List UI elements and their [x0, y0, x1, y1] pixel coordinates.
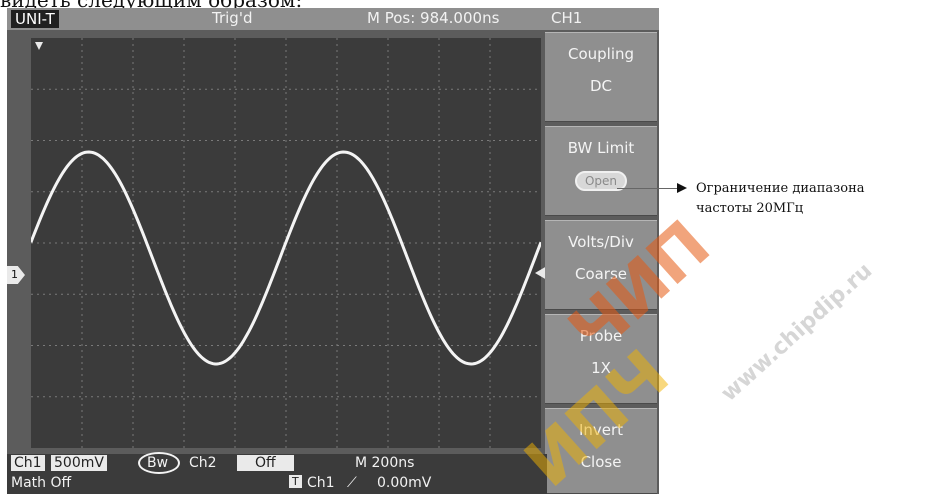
math-state: Math Off	[11, 475, 72, 491]
callout-line-2: частоты 20МГц	[696, 201, 804, 216]
oscilloscope-screen: UNI-T Trig'd M Pos: 984.000ns CH1 1 Coup…	[7, 8, 659, 494]
probe-value: 1X	[591, 359, 611, 377]
invert-title: Invert	[578, 421, 624, 439]
invert-value: Close	[580, 453, 622, 471]
ch1-ground-marker: 1	[7, 266, 25, 284]
volts-div-title: Volts/Div	[568, 233, 634, 251]
bw-limit-button[interactable]: BW Limit Open	[545, 126, 657, 216]
bw-limit-title: BW Limit	[567, 139, 635, 157]
callout-line-1: Ограничение диапазона	[696, 181, 865, 196]
probe-title: Probe	[579, 327, 623, 345]
callout-leader-line	[617, 188, 679, 189]
document-caption: видеть следующим образом:	[0, 0, 303, 12]
ch1-label: Ch1	[11, 455, 45, 471]
ch1-waveform	[31, 150, 541, 366]
waveform-display	[31, 38, 541, 448]
menu-channel-title: CH1	[551, 9, 583, 27]
status-row-1: Ch1 500mV Bw Ch2 Off M 200ns	[7, 454, 547, 474]
brand-label: UNI-T	[11, 10, 59, 28]
trigger-tag: T	[289, 475, 302, 488]
trigger-slope-icon: ⟋	[347, 475, 357, 491]
top-status-bar: UNI-T Trig'd M Pos: 984.000ns CH1	[7, 8, 659, 30]
volts-div-button[interactable]: Volts/Div Coarse	[545, 220, 657, 310]
watermark-url: www.chipdip.ru	[716, 258, 878, 407]
probe-button[interactable]: Probe 1X	[545, 314, 657, 404]
ch2-state: Off	[237, 455, 294, 471]
trigger-status: Trig'd	[212, 9, 253, 27]
channel-menu: Coupling DC BW Limit Open Volts/Div Coar…	[545, 32, 659, 494]
trigger-position-marker	[35, 42, 43, 50]
bw-highlight-oval	[138, 452, 180, 474]
status-row-2: Math Off T Ch1 ⟋ 0.00mV	[7, 474, 547, 494]
waveform-graticule	[31, 38, 541, 448]
volts-div-value: Coarse	[574, 265, 628, 283]
coupling-title: Coupling	[567, 45, 635, 63]
ch1-scale: 500mV	[51, 455, 107, 471]
invert-button[interactable]: Invert Close	[545, 408, 657, 494]
m-pos-readout: M Pos: 984.000ns	[367, 9, 500, 27]
ch2-label: Ch2	[189, 455, 217, 471]
bw-limit-value: Open	[574, 171, 628, 191]
trigger-source: Ch1	[307, 475, 335, 491]
callout-arrow-icon	[677, 183, 687, 193]
callout-annotation: Ограничение диапазона частоты 20МГц	[696, 179, 927, 219]
trigger-level: 0.00mV	[377, 475, 432, 491]
timebase-readout: M 200ns	[355, 455, 415, 471]
coupling-button[interactable]: Coupling DC	[545, 32, 657, 122]
coupling-value: DC	[589, 77, 613, 95]
